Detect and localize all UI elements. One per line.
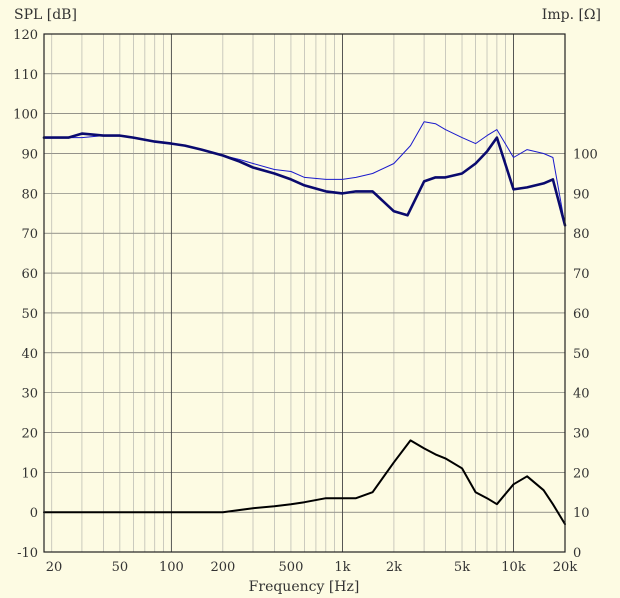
x-tick-label: 100	[159, 560, 184, 575]
y-tick-label: -10	[17, 546, 38, 561]
y2-tick-label: 50	[573, 347, 590, 362]
y-tick-label: 60	[21, 267, 38, 282]
series-line-3	[43, 439, 566, 526]
y-tick-label: 10	[21, 466, 38, 481]
y-tick-label: 40	[21, 347, 38, 362]
x-tick-label: 200	[210, 560, 235, 575]
y-tick-label: 80	[21, 187, 38, 202]
y2-tick-label: 60	[573, 307, 590, 322]
x-tick-label: 20k	[553, 560, 578, 575]
y-tick-label: 90	[21, 148, 38, 163]
y-axis-label: SPL [dB]	[14, 7, 77, 23]
y2-tick-label: 70	[573, 267, 590, 282]
x-tick-label: 5k	[454, 560, 470, 575]
y2-tick-label: 90	[573, 187, 590, 202]
y-tick-label: 110	[13, 68, 38, 83]
series-line-2	[42, 132, 567, 227]
y2-tick-label: 10	[573, 506, 590, 521]
grid	[44, 34, 565, 552]
x-tick-label: 50	[112, 560, 129, 575]
x-axis-label: Frequency [Hz]	[249, 579, 360, 595]
y-tick-label: 50	[21, 307, 38, 322]
x-tick-label: 1k	[334, 560, 350, 575]
y-tick-label: 100	[13, 108, 38, 123]
series-layer	[42, 121, 567, 526]
y2-axis-ticks: 0 10 20 30 40 50 60 70 80 90 100	[573, 148, 598, 561]
y2-tick-label: 100	[573, 148, 598, 163]
y-tick-label: 30	[21, 387, 38, 402]
y2-axis-label: Imp. [Ω]	[542, 7, 601, 23]
y-tick-label: 0	[30, 506, 38, 521]
y-tick-label: 120	[13, 28, 38, 43]
y2-tick-label: 30	[573, 426, 590, 441]
y2-tick-label: 80	[573, 227, 590, 242]
y-tick-label: 20	[21, 426, 38, 441]
x-tick-label: 500	[279, 560, 304, 575]
plot-frame	[43, 33, 566, 553]
y2-tick-label: 20	[573, 466, 590, 481]
x-tick-label: 20	[46, 560, 63, 575]
y2-tick-label: 0	[573, 546, 581, 561]
y-axis-ticks: -10 0 10 20 30 40 50 60 70 80 90 100 110 120	[13, 28, 38, 561]
x-axis-ticks: 20 50 100 200 500 1k 2k 5k 10k 20k	[46, 560, 578, 575]
x-tick-label: 10k	[501, 560, 526, 575]
y-tick-label: 70	[21, 227, 38, 242]
x-tick-label: 2k	[386, 560, 402, 575]
y2-tick-label: 40	[573, 387, 590, 402]
